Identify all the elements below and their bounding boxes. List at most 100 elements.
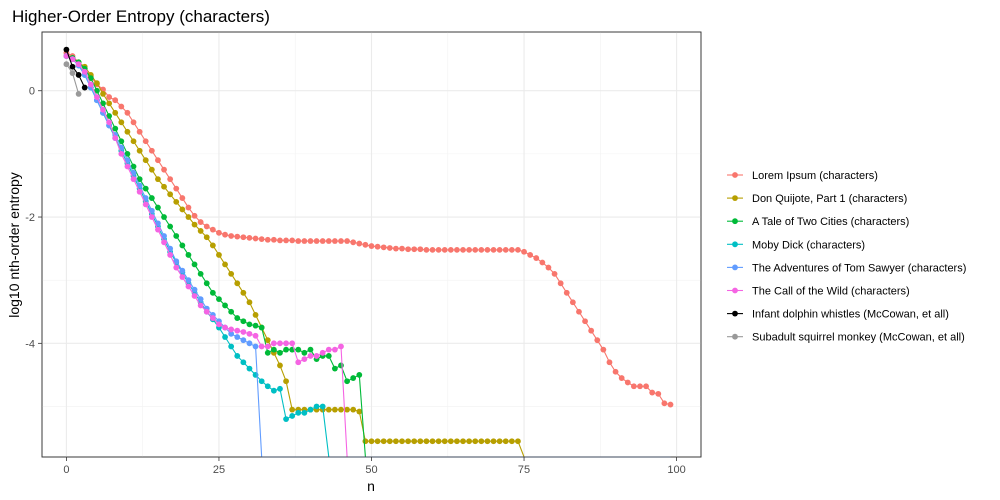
data-point (216, 252, 222, 258)
data-point (490, 246, 497, 253)
data-point (240, 359, 247, 366)
data-point (222, 334, 228, 340)
data-point (209, 289, 216, 296)
data-point (460, 438, 466, 445)
data-point (478, 438, 485, 445)
data-point (454, 438, 460, 445)
data-point (264, 343, 271, 350)
data-point (75, 61, 82, 68)
data-point (637, 383, 643, 390)
data-point (496, 246, 503, 253)
data-point (331, 365, 338, 372)
legend-item: Infant dolphin whistles (McCowan, et all… (727, 309, 949, 321)
data-point (155, 220, 161, 227)
data-point (112, 125, 119, 132)
data-point (203, 223, 210, 230)
data-point (167, 223, 174, 230)
data-point (94, 87, 100, 94)
series-5 (63, 53, 348, 458)
data-point (118, 150, 125, 157)
data-point (307, 406, 314, 413)
legend-label: Don Quijote, Part 1 (characters) (752, 193, 907, 205)
data-point (100, 100, 106, 107)
data-point (515, 246, 521, 253)
data-point (393, 245, 399, 252)
data-point (588, 327, 595, 334)
data-point (240, 337, 247, 344)
data-point (112, 135, 119, 141)
x-tick-label: 75 (518, 464, 530, 476)
data-point (124, 163, 131, 170)
data-point (136, 182, 143, 189)
data-point (209, 315, 216, 321)
data-point (179, 195, 186, 201)
data-point (191, 221, 198, 228)
series-0 (63, 49, 674, 408)
data-point (191, 261, 198, 268)
data-point (331, 406, 338, 413)
y-tick-label: -2 (25, 212, 35, 224)
data-point (167, 252, 174, 258)
legend-key-point (732, 310, 738, 317)
data-point (264, 349, 271, 356)
data-point (246, 299, 253, 306)
data-point (173, 258, 180, 265)
series-1 (63, 53, 671, 458)
series-lines (63, 46, 674, 458)
data-point (167, 245, 174, 252)
data-point (490, 438, 497, 445)
data-point (216, 229, 222, 236)
legend-label: Infant dolphin whistles (McCowan, et all… (752, 309, 949, 321)
legend-key-point (732, 333, 738, 340)
data-point (484, 246, 491, 253)
data-point (203, 308, 210, 315)
data-point (106, 94, 113, 100)
data-point (606, 359, 613, 366)
legend: Lorem Ipsum (characters) Don Quijote, Par… (727, 170, 966, 344)
data-point (228, 326, 235, 333)
data-point (167, 191, 174, 198)
data-point (94, 80, 100, 87)
data-point (643, 383, 649, 390)
data-point (661, 400, 668, 407)
legend-label: Subadult squirrel monkey (McCowan, et al… (752, 332, 965, 344)
data-point (277, 237, 283, 244)
data-point (142, 195, 149, 201)
series-line (65, 49, 86, 88)
data-point (130, 119, 137, 126)
data-point (142, 157, 149, 164)
data-point (423, 246, 430, 253)
data-point (124, 109, 131, 116)
data-point (270, 236, 277, 243)
data-point (331, 346, 338, 353)
data-point (429, 438, 436, 445)
data-point (435, 438, 442, 445)
data-point (484, 438, 491, 445)
data-point (81, 68, 88, 75)
data-point (344, 378, 350, 385)
series-6 (63, 46, 88, 91)
data-point (191, 286, 198, 293)
data-point (191, 293, 198, 299)
data-point (508, 246, 515, 253)
data-point (307, 238, 314, 244)
chart-title: Higher-Order Entropy (characters) (12, 7, 270, 26)
data-point (142, 138, 149, 145)
data-point (563, 289, 570, 296)
data-point (307, 353, 314, 359)
data-point (350, 375, 357, 381)
data-point (179, 267, 186, 274)
data-point (69, 63, 76, 70)
legend-key-point (732, 241, 738, 248)
data-point (246, 330, 253, 337)
legend-label: Lorem Ipsum (characters) (752, 170, 878, 182)
data-point (148, 166, 155, 173)
data-point (466, 246, 473, 253)
y-tick-label: -4 (25, 338, 35, 350)
data-point (356, 408, 363, 415)
data-point (283, 416, 289, 423)
data-point (649, 389, 656, 396)
data-point (405, 246, 412, 253)
data-point (582, 318, 588, 325)
